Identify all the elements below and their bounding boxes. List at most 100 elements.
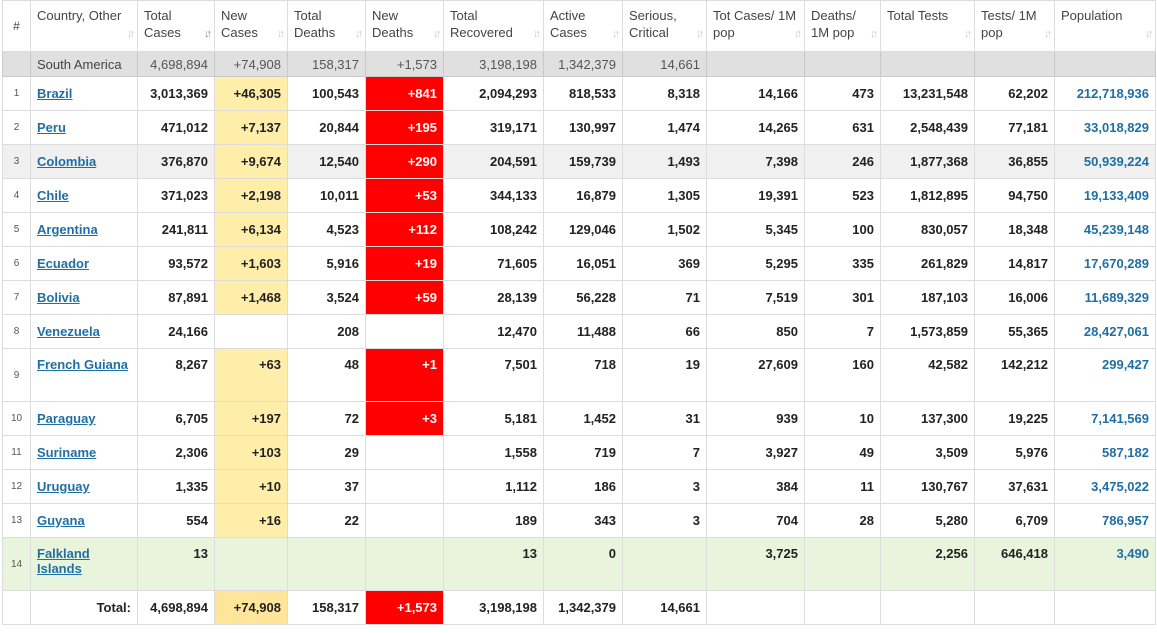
cell-serious: 7 — [622, 435, 707, 470]
col-header-total-tests[interactable]: Total Tests ↓↑ — [880, 0, 975, 52]
country-link[interactable]: Colombia — [37, 154, 97, 169]
cell-total-cases: 4,698,894 — [137, 51, 215, 77]
country-link[interactable]: Falkland Islands — [37, 546, 90, 576]
country-link[interactable]: Paraguay — [37, 411, 96, 426]
cell-cases-per-1m: 7,519 — [706, 280, 805, 315]
cell-tests-per-1m: 16,006 — [974, 280, 1055, 315]
country-link[interactable]: Uruguay — [37, 479, 90, 494]
cell-population: 45,239,148 — [1054, 212, 1156, 247]
cell-total-tests: 5,280 — [880, 503, 975, 538]
row-index — [2, 590, 31, 625]
cell-total-cases: 4,698,894 — [137, 590, 215, 625]
cell-country: Chile — [30, 178, 138, 213]
col-header-total-cases[interactable]: Total Cases ↓↑ — [137, 0, 215, 52]
col-header-cases-per-1m[interactable]: Tot Cases/ 1M pop ↓↑ — [706, 0, 805, 52]
cell-new-cases: +2,198 — [214, 178, 288, 213]
cell-tests-per-1m: 19,225 — [974, 401, 1055, 436]
cell-population: 50,939,224 — [1054, 144, 1156, 179]
cell-deaths-per-1m: 11 — [804, 469, 881, 504]
cell-serious: 19 — [622, 348, 707, 402]
cell-cases-per-1m: 384 — [706, 469, 805, 504]
cell-total-deaths: 158,317 — [287, 590, 366, 625]
cell-active-cases: 129,046 — [543, 212, 623, 247]
cell-new-deaths: +3 — [365, 401, 444, 436]
cell-total-recovered: 319,171 — [443, 110, 544, 145]
cell-tests-per-1m: 55,365 — [974, 314, 1055, 349]
cell-serious: 31 — [622, 401, 707, 436]
row-index: 3 — [2, 144, 31, 179]
cell-total-recovered: 7,501 — [443, 348, 544, 402]
table-row: 11 Suriname 2,306 +103 29 1,558 719 7 3,927 49 3,5… — [2, 435, 1156, 470]
col-header-new-deaths[interactable]: New Deaths ↓↑ — [365, 0, 444, 52]
cell-active-cases: 719 — [543, 435, 623, 470]
cell-new-cases: +7,137 — [214, 110, 288, 145]
col-header-tests-per-1m[interactable]: Tests/ 1M pop ↓↑ — [974, 0, 1055, 52]
table-row: 6 Ecuador 93,572 +1,603 5,916 +19 71,605 16,051… — [2, 246, 1156, 281]
cell-active-cases: 130,997 — [543, 110, 623, 145]
cell-country: Argentina — [30, 212, 138, 247]
continent-row: South America 4,698,894 +74,908 158,317 … — [2, 51, 1156, 77]
country-link[interactable]: Venezuela — [37, 324, 100, 339]
sort-icon: ↓↑ — [794, 28, 802, 40]
col-header-total-deaths[interactable]: Total Deaths ↓↑ — [287, 0, 366, 52]
cell-total-tests: 42,582 — [880, 348, 975, 402]
table-row: 7 Bolivia 87,891 +1,468 3,524 +59 28,139 56,228… — [2, 280, 1156, 315]
table-row: 12 Uruguay 1,335 +10 37 1,112 186 3 384 11 130,767… — [2, 469, 1156, 504]
country-link[interactable]: Peru — [37, 120, 66, 135]
cell-total-tests: 2,256 — [880, 537, 975, 591]
col-header-population[interactable]: Population ↓↑ — [1054, 0, 1156, 52]
cell-new-cases: +46,305 — [214, 76, 288, 111]
cell-total-deaths: 208 — [287, 314, 366, 349]
cell-total-tests: 1,812,895 — [880, 178, 975, 213]
country-link[interactable]: Guyana — [37, 513, 85, 528]
cell-new-deaths — [365, 537, 444, 591]
cell-new-deaths: +53 — [365, 178, 444, 213]
cell-serious: 66 — [622, 314, 707, 349]
cell-active-cases: 186 — [543, 469, 623, 504]
cell-serious: 1,474 — [622, 110, 707, 145]
col-header-serious-critical[interactable]: Serious, Critical ↓↑ — [622, 0, 707, 52]
cell-serious: 3 — [622, 469, 707, 504]
row-index: 1 — [2, 76, 31, 111]
cell-new-deaths: +1 — [365, 348, 444, 402]
country-link[interactable]: Suriname — [37, 445, 97, 460]
cell-serious: 14,661 — [622, 590, 707, 625]
cell-deaths-per-1m: 523 — [804, 178, 881, 213]
cell-tests-per-1m: 646,418 — [974, 537, 1055, 591]
col-header-new-cases[interactable]: New Cases ↓↑ — [214, 0, 288, 52]
cell-total-deaths: 22 — [287, 503, 366, 538]
cell-serious: 14,661 — [622, 51, 707, 77]
cell-serious: 369 — [622, 246, 707, 281]
sort-icon: ↓↑ — [277, 28, 285, 40]
cell-total-recovered: 28,139 — [443, 280, 544, 315]
country-link[interactable]: Brazil — [37, 86, 73, 101]
col-header-active-cases[interactable]: Active Cases ↓↑ — [543, 0, 623, 52]
country-link[interactable]: French Guiana — [37, 357, 129, 372]
col-header-country[interactable]: Country, Other ↓↑ — [30, 0, 138, 52]
cell-total-tests: 830,057 — [880, 212, 975, 247]
col-header-deaths-per-1m[interactable]: Deaths/ 1M pop ↓↑ — [804, 0, 881, 52]
country-link[interactable]: Ecuador — [37, 256, 90, 271]
row-index: 2 — [2, 110, 31, 145]
cell-total-cases: 376,870 — [137, 144, 215, 179]
cell-total-tests: 1,877,368 — [880, 144, 975, 179]
table-row: 1 Brazil 3,013,369 +46,305 100,543 +841 2,094,… — [2, 76, 1156, 111]
cell-active-cases: 1,342,379 — [543, 590, 623, 625]
country-link[interactable]: Chile — [37, 188, 69, 203]
cell-country: Bolivia — [30, 280, 138, 315]
cell-new-cases: +10 — [214, 469, 288, 504]
country-link[interactable]: Argentina — [37, 222, 98, 237]
cell-active-cases: 16,879 — [543, 178, 623, 213]
table-row: 5 Argentina 241,811 +6,134 4,523 +112 108,242 1… — [2, 212, 1156, 247]
col-header-total-recovered[interactable]: Total Recovered ↓↑ — [443, 0, 544, 52]
cell-total-deaths: 3,524 — [287, 280, 366, 315]
cell-total-recovered: 13 — [443, 537, 544, 591]
row-index: 6 — [2, 246, 31, 281]
cell-country: Brazil — [30, 76, 138, 111]
country-link[interactable]: Bolivia — [37, 290, 80, 305]
cell-serious: 3 — [622, 503, 707, 538]
col-header-index[interactable]: # — [2, 0, 31, 52]
cell-deaths-per-1m: 28 — [804, 503, 881, 538]
cell-total-deaths: 37 — [287, 469, 366, 504]
cell-total-deaths — [287, 537, 366, 591]
